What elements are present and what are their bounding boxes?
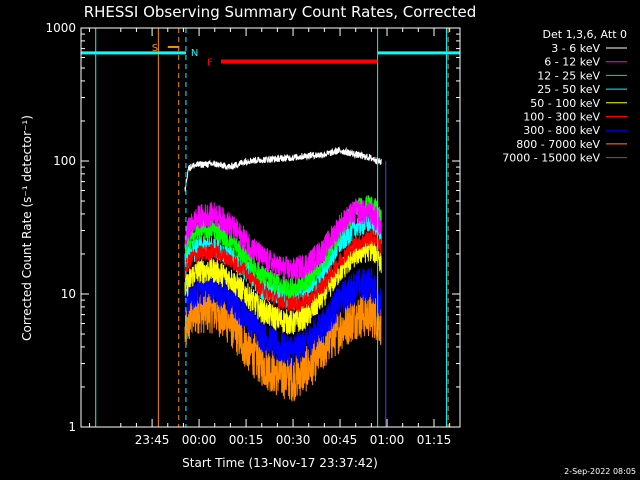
x-tick-label: 01:15 xyxy=(417,433,452,447)
y-axis-label: Corrected Count Rate (s⁻¹ detector⁻¹) xyxy=(20,115,34,341)
y-axis: 1 10 100 1000 xyxy=(45,21,460,434)
legend-entry-label: 100 - 300 keV xyxy=(523,111,600,124)
x-tick-label: 00:00 xyxy=(182,433,217,447)
legend-entry-label: 50 - 100 keV xyxy=(530,97,600,110)
y-tick-label: 10 xyxy=(61,287,76,301)
legend-entry-label: 300 - 800 keV xyxy=(523,124,600,137)
x-tick-label: 00:15 xyxy=(229,433,264,447)
series-line-0 xyxy=(184,146,382,192)
chart-title: RHESSI Observing Summary Count Rates, Co… xyxy=(84,3,477,21)
x-tick-label: 00:30 xyxy=(276,433,311,447)
y-tick-label: 1000 xyxy=(45,21,76,35)
flare-flag-label: F xyxy=(207,57,213,68)
saa-flag-label: S xyxy=(152,43,158,54)
x-axis-label: Start Time (13-Nov-17 23:37:42) xyxy=(182,456,378,470)
night-flag-label: N xyxy=(191,48,198,59)
legend-title: Det 1,3,6, Att 0 xyxy=(543,28,627,41)
plot-area: S NF xyxy=(81,28,460,427)
x-tick-label: 23:45 xyxy=(135,433,170,447)
x-axis: 23:45 00:00 00:15 00:30 00:45 01:00 01:15 xyxy=(88,28,452,447)
legend-entry-label: 3 - 6 keV xyxy=(551,42,600,55)
x-tick-label: 01:00 xyxy=(370,433,405,447)
y-tick-label: 100 xyxy=(53,154,76,168)
x-tick-label: 00:45 xyxy=(323,433,358,447)
legend-entry-label: 12 - 25 keV xyxy=(537,69,600,82)
legend-entry-label: 7000 - 15000 keV xyxy=(502,152,600,165)
legend-entry-label: 6 - 12 keV xyxy=(544,56,600,69)
legend-entry-label: 800 - 7000 keV xyxy=(516,138,600,151)
y-tick-label: 1 xyxy=(68,420,76,434)
series-line-5 xyxy=(184,228,382,312)
series-line-1 xyxy=(184,198,382,281)
legend-entry-label: 25 - 50 keV xyxy=(537,83,600,96)
render-timestamp: 2-Sep-2022 08:05 xyxy=(564,467,636,476)
plot-frame xyxy=(80,27,461,428)
